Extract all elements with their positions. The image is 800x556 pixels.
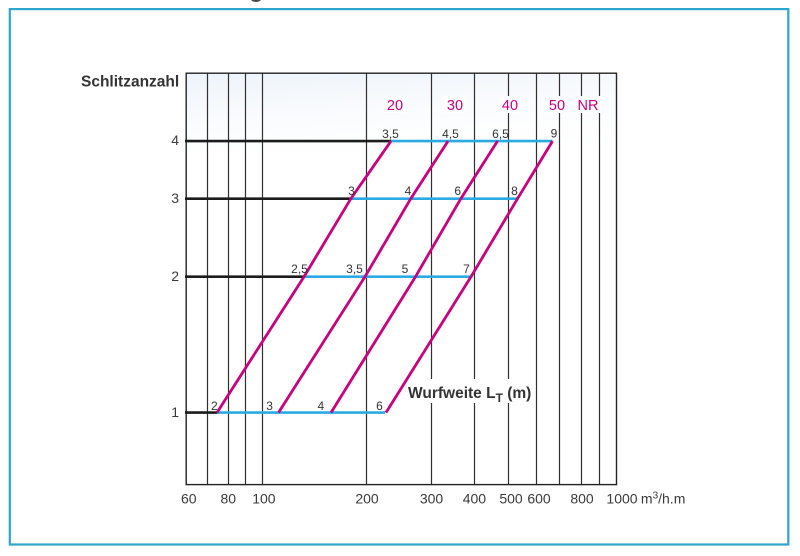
svg-text:3,5: 3,5 [346, 262, 363, 276]
svg-text:5: 5 [402, 262, 409, 276]
svg-text:800: 800 [570, 490, 594, 506]
svg-text:2: 2 [171, 268, 179, 284]
svg-text:3: 3 [266, 399, 273, 413]
svg-text:4: 4 [171, 132, 179, 148]
svg-text:4: 4 [318, 399, 325, 413]
svg-text:200: 200 [355, 490, 379, 506]
svg-text:m3/h.m: m3/h.m [641, 490, 685, 506]
svg-text:6,5: 6,5 [492, 127, 509, 141]
svg-text:NR: NR [578, 98, 599, 114]
svg-text:1000: 1000 [606, 490, 637, 506]
svg-text:100: 100 [252, 490, 276, 506]
svg-text:6: 6 [376, 399, 383, 413]
svg-text:2,5: 2,5 [291, 262, 308, 276]
svg-text:30: 30 [447, 98, 463, 114]
svg-text:600: 600 [527, 490, 551, 506]
svg-text:Schlitzanzahl: Schlitzanzahl [81, 74, 179, 91]
svg-text:3,5: 3,5 [382, 127, 399, 141]
svg-text:7: 7 [463, 262, 470, 276]
svg-text:40: 40 [502, 98, 518, 114]
svg-text:1: 1 [171, 404, 179, 420]
svg-text:3: 3 [171, 190, 179, 206]
svg-text:4,5: 4,5 [442, 127, 459, 141]
svg-text:300: 300 [420, 490, 444, 506]
svg-text:20: 20 [387, 98, 403, 114]
svg-text:80: 80 [221, 490, 237, 506]
svg-text:500: 500 [499, 490, 523, 506]
svg-text:2: 2 [211, 399, 218, 413]
svg-text:9: 9 [551, 127, 558, 141]
svg-text:4: 4 [405, 184, 412, 198]
svg-text:50: 50 [549, 98, 565, 114]
svg-text:8: 8 [511, 184, 518, 198]
svg-text:6: 6 [454, 184, 461, 198]
svg-text:60: 60 [181, 490, 197, 506]
svg-text:3: 3 [348, 184, 355, 198]
svg-text:400: 400 [463, 490, 487, 506]
